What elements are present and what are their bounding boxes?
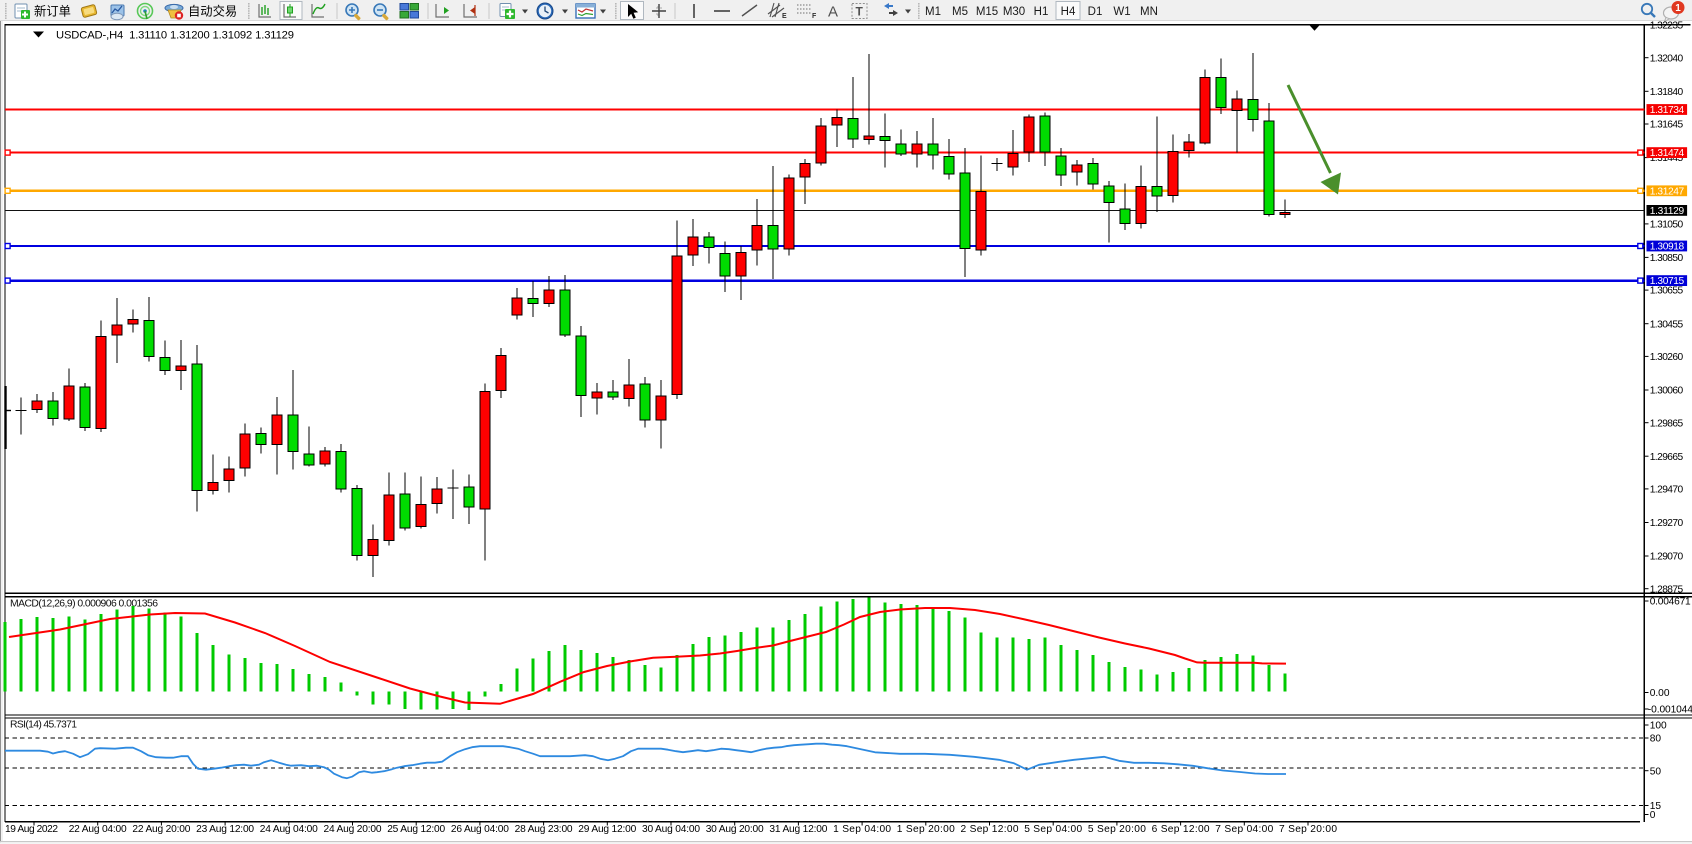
svg-text:A: A xyxy=(828,4,838,21)
svg-text:RSI(14) 45.7371: RSI(14) 45.7371 xyxy=(10,720,77,731)
svg-text:E: E xyxy=(782,13,787,20)
svg-text:28 Aug 23:00: 28 Aug 23:00 xyxy=(515,824,573,835)
svg-text:7 Sep 20:00: 7 Sep 20:00 xyxy=(1279,824,1337,835)
svg-text:50: 50 xyxy=(1650,766,1662,777)
svg-text:1.31247: 1.31247 xyxy=(1650,186,1685,197)
svg-text:29 Aug 12:00: 29 Aug 12:00 xyxy=(578,824,636,835)
svg-text:0: 0 xyxy=(1650,810,1656,821)
svg-text:1: 1 xyxy=(1675,3,1681,14)
svg-text:24 Aug 20:00: 24 Aug 20:00 xyxy=(324,824,382,835)
svg-text:T: T xyxy=(856,5,864,19)
svg-text:1.31840: 1.31840 xyxy=(1650,87,1684,98)
svg-text:6 Sep 12:00: 6 Sep 12:00 xyxy=(1152,824,1210,835)
svg-text:1.28875: 1.28875 xyxy=(1650,584,1684,595)
svg-text:23 Aug 12:00: 23 Aug 12:00 xyxy=(196,824,254,835)
svg-text:1.30918: 1.30918 xyxy=(1650,242,1685,253)
svg-text:F: F xyxy=(812,13,817,20)
svg-text:1.30655: 1.30655 xyxy=(1650,286,1684,297)
svg-text:1.29070: 1.29070 xyxy=(1650,552,1684,563)
svg-text:5 Sep 20:00: 5 Sep 20:00 xyxy=(1088,824,1146,835)
svg-text:0.00: 0.00 xyxy=(1650,688,1670,699)
svg-text:7 Sep 04:00: 7 Sep 04:00 xyxy=(1215,824,1273,835)
svg-text:5 Sep 04:00: 5 Sep 04:00 xyxy=(1024,824,1082,835)
svg-text:1 Sep 04:00: 1 Sep 04:00 xyxy=(833,824,891,835)
svg-text:1.32040: 1.32040 xyxy=(1650,53,1684,64)
svg-text:1.30455: 1.30455 xyxy=(1650,319,1684,330)
svg-text:1.31474: 1.31474 xyxy=(1650,148,1685,159)
svg-text:2 Sep 12:00: 2 Sep 12:00 xyxy=(961,824,1019,835)
svg-text:1.31445: 1.31445 xyxy=(1650,153,1684,164)
svg-text:1.31645: 1.31645 xyxy=(1650,120,1684,131)
svg-text:1.30260: 1.30260 xyxy=(1650,352,1684,363)
svg-text:1.29865: 1.29865 xyxy=(1650,418,1684,429)
svg-text:USDCAD-,H4 1.31110 1.31200 1.: USDCAD-,H4 1.31110 1.31200 1.31092 1.311… xyxy=(56,29,294,41)
svg-text:1.30060: 1.30060 xyxy=(1650,386,1684,397)
svg-text:M30: M30 xyxy=(1003,6,1025,18)
svg-text:自动交易: 自动交易 xyxy=(188,4,237,19)
svg-text:1.29665: 1.29665 xyxy=(1650,452,1684,463)
svg-text:15: 15 xyxy=(1650,801,1662,812)
svg-text:MACD(12,26,9) 0.000906 0.00135: MACD(12,26,9) 0.000906 0.001356 xyxy=(10,599,158,610)
svg-text:1.30850: 1.30850 xyxy=(1650,253,1684,264)
svg-text:100: 100 xyxy=(1650,721,1667,732)
svg-text:1.31734: 1.31734 xyxy=(1650,105,1685,116)
svg-text:1.30715: 1.30715 xyxy=(1650,276,1685,287)
svg-text:1.29470: 1.29470 xyxy=(1650,485,1684,496)
svg-text:1.32235: 1.32235 xyxy=(1650,21,1684,32)
svg-text:24 Aug 04:00: 24 Aug 04:00 xyxy=(260,824,318,835)
svg-text:M5: M5 xyxy=(952,6,968,18)
svg-text:M15: M15 xyxy=(976,6,998,18)
svg-text:W1: W1 xyxy=(1113,6,1130,18)
svg-text:1.29270: 1.29270 xyxy=(1650,518,1684,529)
svg-text:22 Aug 20:00: 22 Aug 20:00 xyxy=(132,824,190,835)
svg-text:31 Aug 12:00: 31 Aug 12:00 xyxy=(769,824,827,835)
svg-text:19 Aug 2022: 19 Aug 2022 xyxy=(5,824,58,835)
svg-text:新订单: 新订单 xyxy=(34,4,71,19)
svg-text:-0.001044: -0.001044 xyxy=(1648,705,1692,716)
svg-text:1.31050: 1.31050 xyxy=(1650,220,1684,231)
svg-text:22 Aug 04:00: 22 Aug 04:00 xyxy=(69,824,127,835)
svg-text:MN: MN xyxy=(1140,6,1158,18)
svg-text:30 Aug 20:00: 30 Aug 20:00 xyxy=(706,824,764,835)
svg-text:0.004671: 0.004671 xyxy=(1650,597,1691,608)
svg-text:M1: M1 xyxy=(925,6,941,18)
svg-text:30 Aug 04:00: 30 Aug 04:00 xyxy=(642,824,700,835)
svg-text:D1: D1 xyxy=(1088,6,1103,18)
svg-text:H1: H1 xyxy=(1034,6,1049,18)
svg-text:80: 80 xyxy=(1650,734,1662,745)
svg-text:1 Sep 20:00: 1 Sep 20:00 xyxy=(897,824,955,835)
svg-text:H4: H4 xyxy=(1061,6,1076,18)
svg-text:26 Aug 04:00: 26 Aug 04:00 xyxy=(451,824,509,835)
svg-text:1.31129: 1.31129 xyxy=(1650,206,1685,217)
svg-text:25 Aug 12:00: 25 Aug 12:00 xyxy=(387,824,445,835)
